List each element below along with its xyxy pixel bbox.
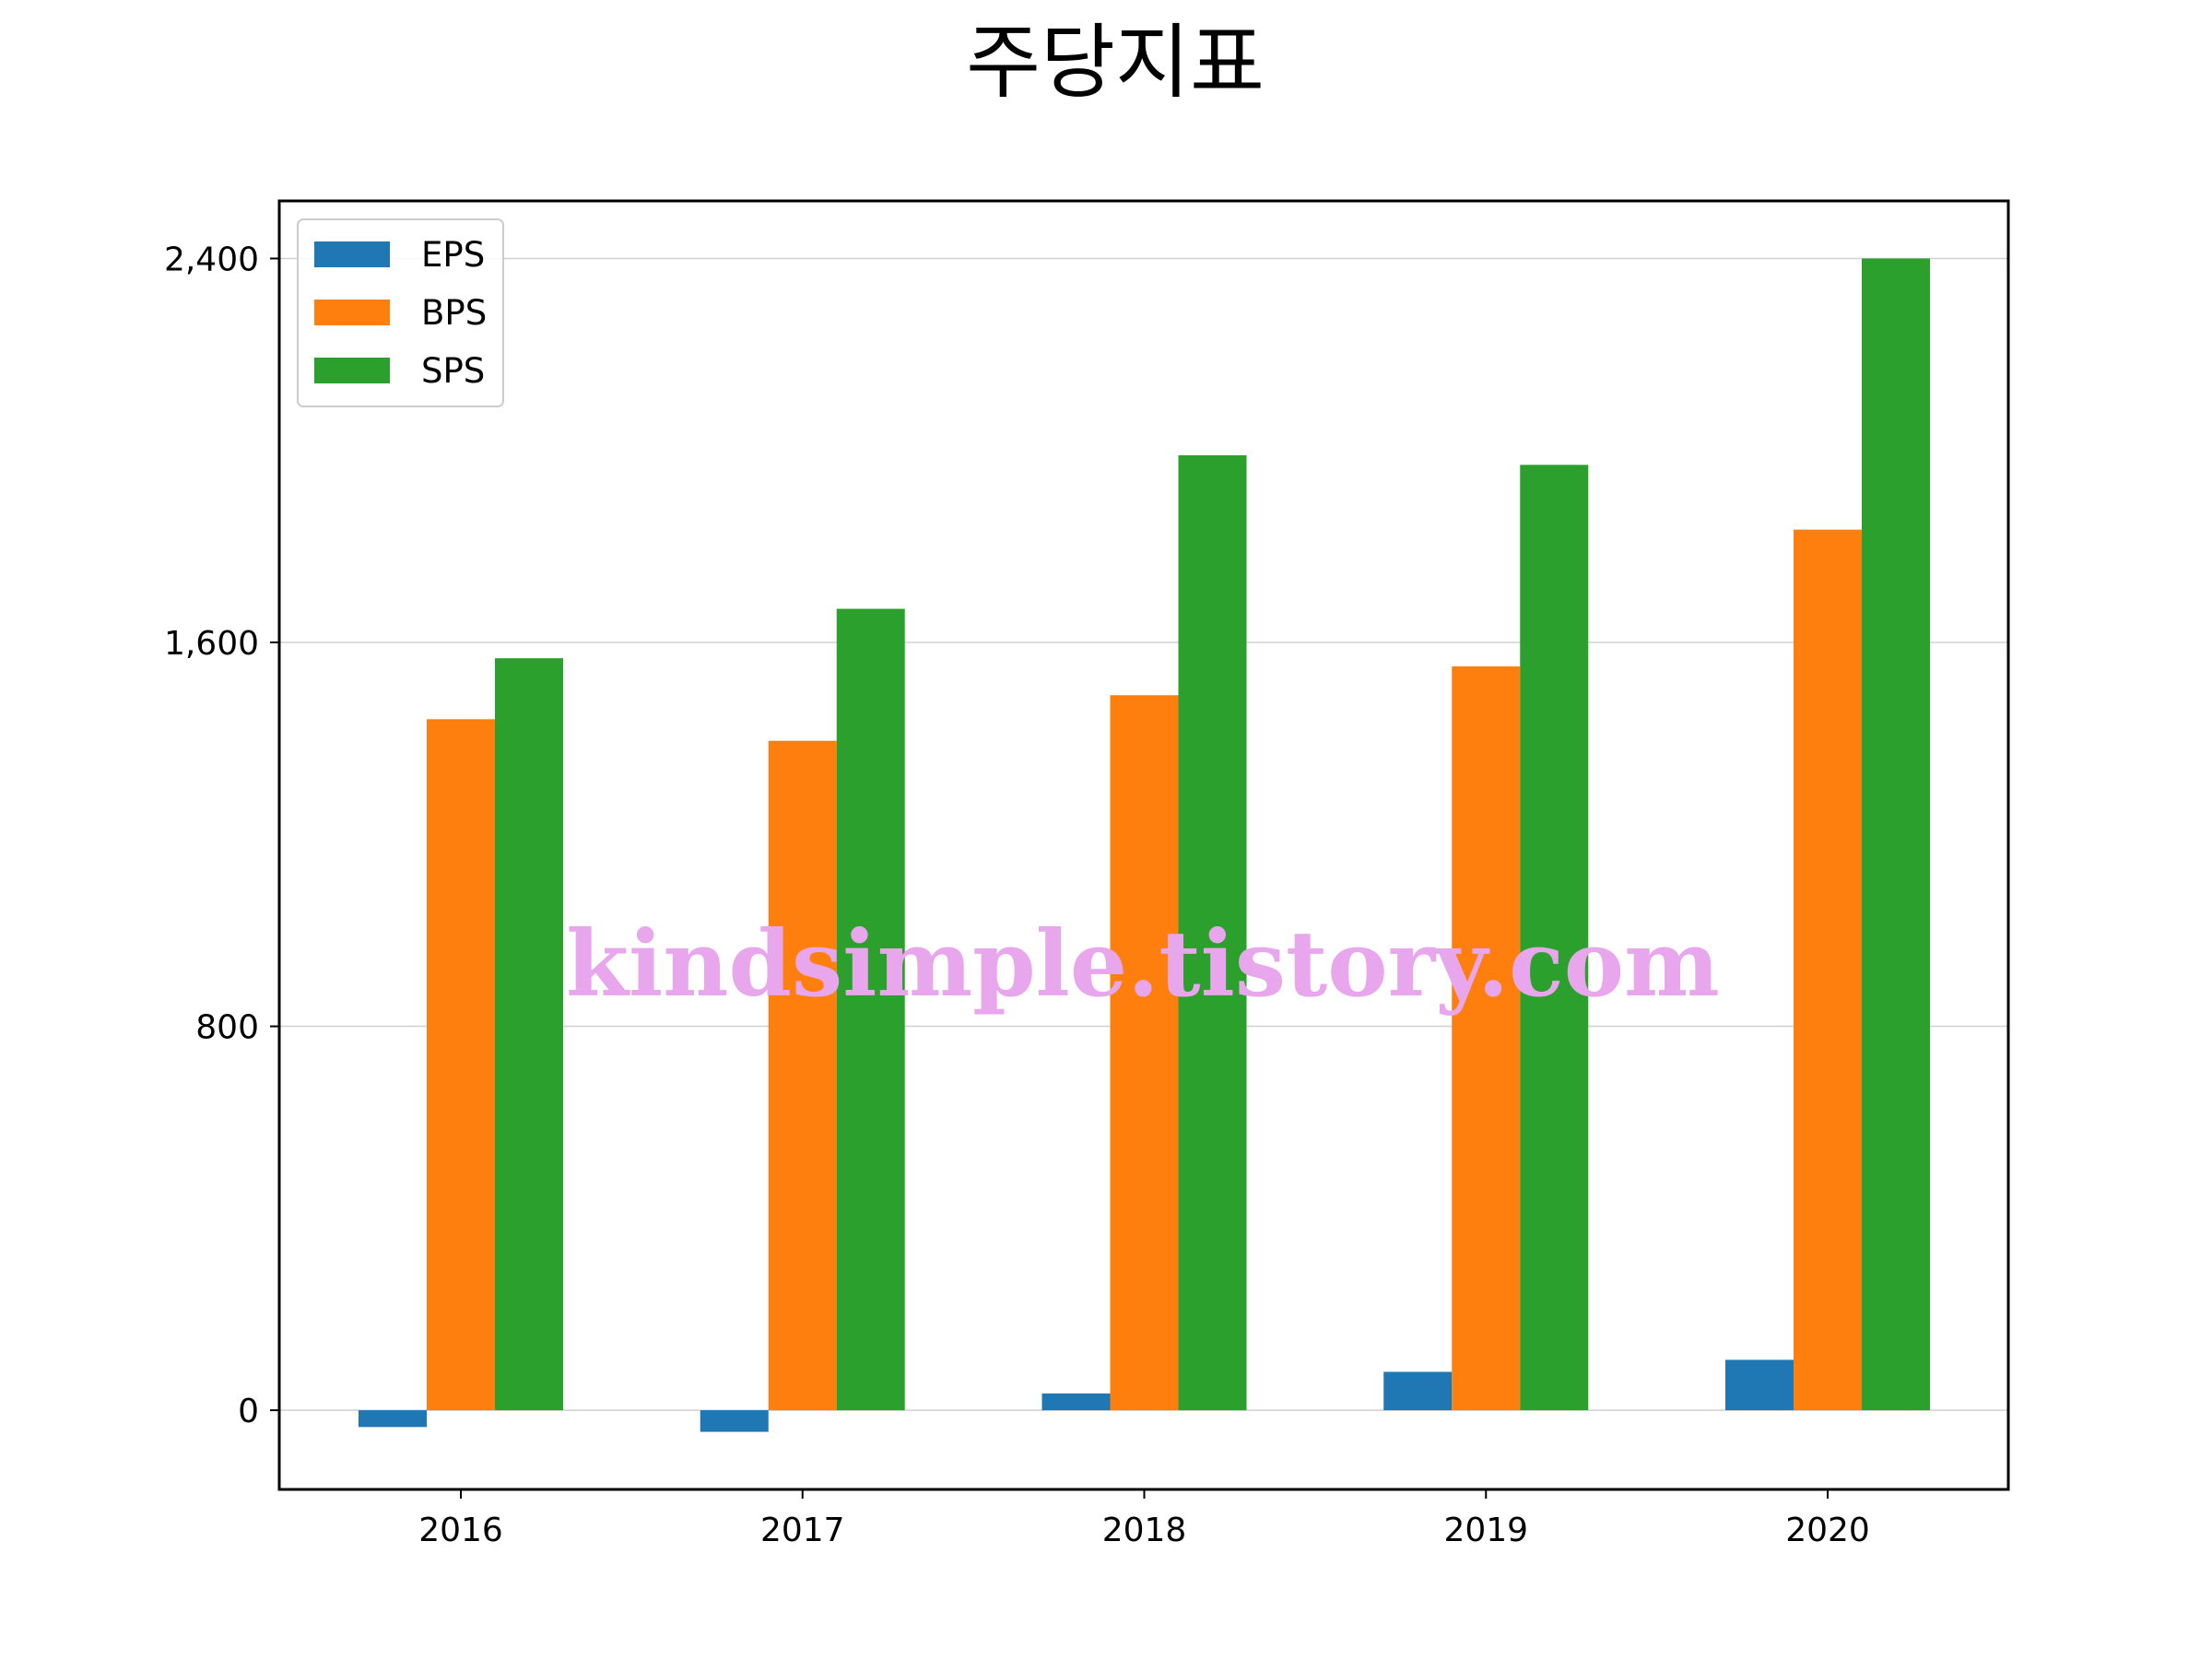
legend-label-bps: BPS — [421, 293, 487, 333]
bars — [359, 258, 1930, 1432]
x-tick-label: 2019 — [1443, 1512, 1528, 1549]
bar-sps-2018 — [1178, 454, 1247, 1411]
legend: EPS BPS SPS — [297, 218, 504, 407]
x-tick-label: 2016 — [418, 1512, 503, 1549]
bar-bps-2018 — [1110, 695, 1179, 1411]
bar-eps-2020 — [1725, 1359, 1794, 1411]
bar-sps-2016 — [495, 658, 563, 1411]
bar-eps-2018 — [1041, 1393, 1111, 1411]
y-tick-label: 2,400 — [164, 241, 259, 278]
bar-eps-2016 — [359, 1410, 427, 1428]
bar-eps-2017 — [700, 1410, 769, 1432]
bar-sps-2020 — [1862, 258, 1930, 1411]
bar-bps-2019 — [1452, 666, 1521, 1411]
bar-eps-2019 — [1383, 1371, 1453, 1411]
legend-swatch-sps — [314, 358, 390, 383]
legend-swatch-eps — [314, 241, 390, 267]
chart-title: 주당지표 — [966, 15, 1265, 110]
bar-bps-2017 — [768, 740, 837, 1411]
legend-label-eps: EPS — [421, 235, 485, 275]
y-tick-label: 0 — [238, 1393, 259, 1430]
bar-bps-2020 — [1794, 529, 1862, 1411]
x-tick-label: 2017 — [760, 1512, 845, 1549]
watermark-text: kindsimple.tistory.com — [566, 912, 1720, 1018]
y-tick-label: 800 — [195, 1009, 259, 1047]
bar-sps-2017 — [836, 608, 905, 1411]
y-axis: 0 800 1,600 2,400 — [164, 241, 279, 1430]
x-tick-label: 2020 — [1785, 1512, 1870, 1549]
x-axis: 2016 2017 2018 2019 2020 — [418, 1489, 1870, 1549]
legend-label-sps: SPS — [421, 351, 485, 391]
x-tick-label: 2018 — [1102, 1512, 1187, 1549]
y-tick-label: 1,600 — [164, 625, 259, 663]
legend-swatch-bps — [314, 300, 390, 325]
bar-sps-2019 — [1520, 465, 1589, 1411]
bar-bps-2016 — [427, 719, 495, 1411]
